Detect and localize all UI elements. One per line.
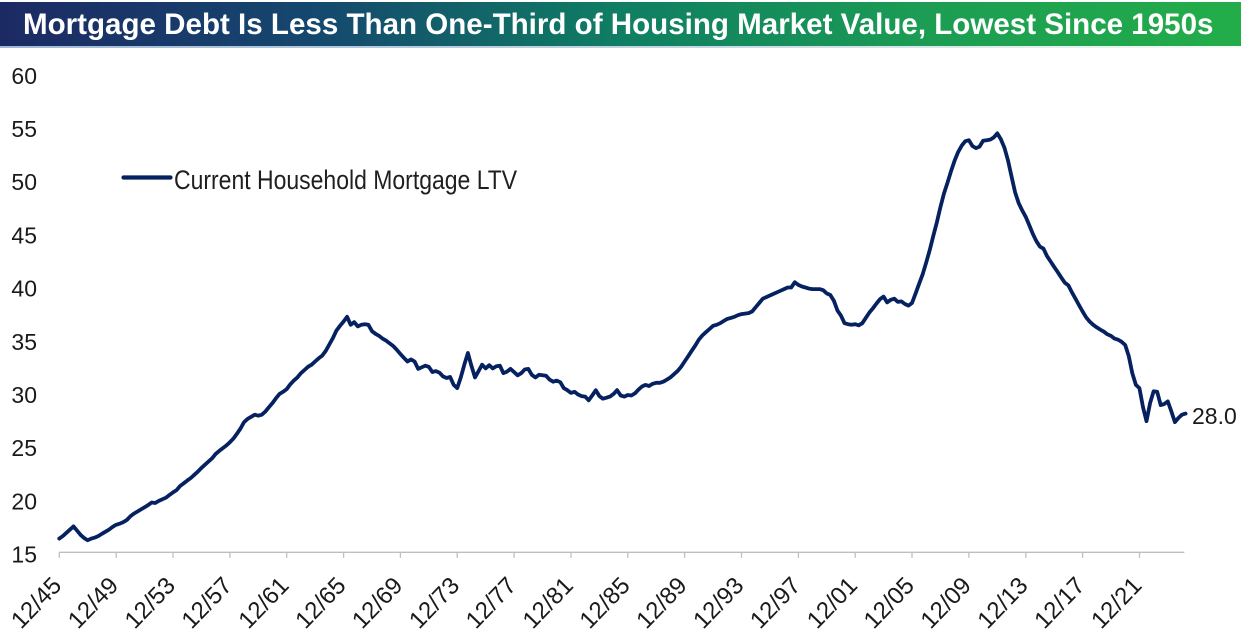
svg-text:12/81: 12/81 xyxy=(518,572,579,632)
svg-text:50: 50 xyxy=(11,169,37,195)
svg-text:12/89: 12/89 xyxy=(631,572,692,632)
svg-text:40: 40 xyxy=(11,276,37,302)
svg-text:12/97: 12/97 xyxy=(745,572,806,632)
svg-text:12/65: 12/65 xyxy=(290,572,351,632)
svg-text:12/09: 12/09 xyxy=(916,572,977,632)
svg-text:12/57: 12/57 xyxy=(177,572,238,632)
svg-text:12/53: 12/53 xyxy=(120,572,181,632)
svg-text:12/01: 12/01 xyxy=(802,572,863,632)
svg-text:12/73: 12/73 xyxy=(404,572,465,632)
svg-text:12/05: 12/05 xyxy=(859,572,920,632)
svg-text:55: 55 xyxy=(11,116,37,142)
svg-text:60: 60 xyxy=(11,63,37,89)
svg-text:25: 25 xyxy=(11,435,37,461)
svg-text:12/93: 12/93 xyxy=(688,572,749,632)
svg-text:12/69: 12/69 xyxy=(347,572,408,632)
svg-text:12/17: 12/17 xyxy=(1029,572,1090,632)
svg-text:12/49: 12/49 xyxy=(63,572,124,632)
svg-text:15: 15 xyxy=(11,542,37,568)
svg-text:12/61: 12/61 xyxy=(233,572,294,632)
svg-text:20: 20 xyxy=(11,488,37,514)
svg-text:12/21: 12/21 xyxy=(1086,572,1147,632)
svg-text:12/85: 12/85 xyxy=(574,572,635,632)
svg-text:12/13: 12/13 xyxy=(972,572,1033,632)
svg-text:30: 30 xyxy=(11,382,37,408)
svg-text:12/45: 12/45 xyxy=(6,572,67,632)
svg-text:45: 45 xyxy=(11,222,37,248)
svg-text:35: 35 xyxy=(11,329,37,355)
svg-text:12/77: 12/77 xyxy=(461,572,522,632)
